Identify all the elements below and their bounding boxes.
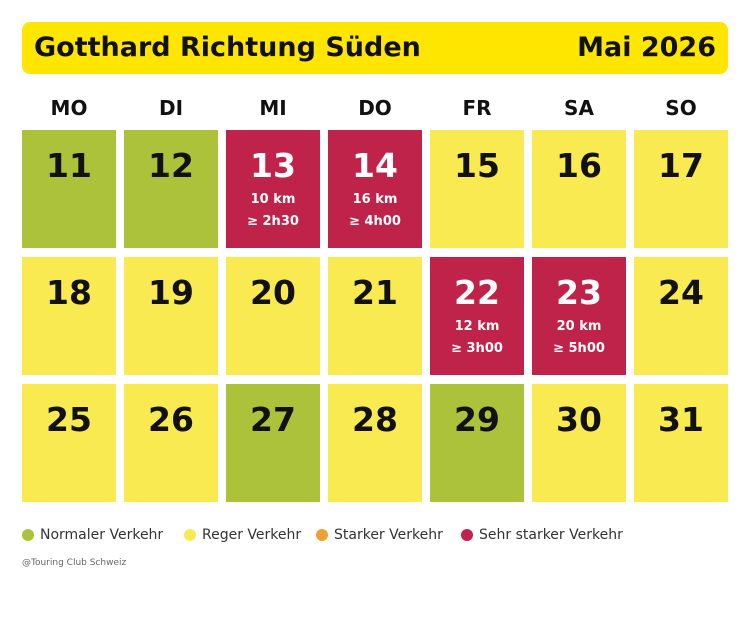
header: Gotthard Richtung Süden Mai 2026 — [22, 22, 728, 74]
day-number: 28 — [352, 400, 398, 439]
day-number: 19 — [148, 273, 194, 312]
weekday: MI — [259, 96, 287, 120]
day-number: 11 — [46, 146, 92, 185]
day-number: 12 — [148, 146, 194, 185]
credit: @Touring Club Schweiz — [22, 558, 127, 568]
day-number: 16 — [556, 146, 602, 185]
day-cell: 14 16 km ≥ 4h00 — [328, 130, 422, 248]
day-number: 26 — [148, 400, 194, 439]
day-cell: 27 — [226, 384, 320, 502]
month: Mai 2026 — [577, 32, 716, 63]
jam-length: 16 km — [352, 192, 398, 207]
day-number: 21 — [352, 273, 398, 312]
weekday: SA — [564, 96, 594, 120]
day-cell: 31 — [634, 384, 728, 502]
day-cell: 18 — [22, 257, 116, 375]
day-cell: 13 10 km ≥ 2h30 — [226, 130, 320, 248]
legend-label: Starker Verkehr — [334, 527, 443, 543]
legend-swatch — [22, 529, 34, 541]
day-cell: 30 — [532, 384, 626, 502]
day-number: 24 — [658, 273, 704, 312]
day-number: 17 — [658, 146, 704, 185]
day-cell: 24 — [634, 257, 728, 375]
day-cell: 11 — [22, 130, 116, 248]
day-number: 25 — [46, 400, 92, 439]
day-number: 23 — [556, 273, 602, 312]
day-cell: 25 — [22, 384, 116, 502]
day-cell: 19 — [124, 257, 218, 375]
day-number: 14 — [352, 146, 398, 185]
day-cell: 12 — [124, 130, 218, 248]
wait-time: ≥ 4h00 — [349, 214, 401, 229]
wait-time: ≥ 5h00 — [553, 341, 605, 356]
day-cell: 21 — [328, 257, 422, 375]
day-number: 18 — [46, 273, 92, 312]
day-number: 31 — [658, 400, 704, 439]
weekday: FR — [462, 96, 492, 120]
legend-label: Normaler Verkehr — [40, 527, 164, 543]
day-number: 27 — [250, 400, 296, 439]
day-number: 15 — [454, 146, 500, 185]
wait-time: ≥ 3h00 — [451, 341, 503, 356]
day-cell: 26 — [124, 384, 218, 502]
title: Gotthard Richtung Süden — [34, 32, 421, 63]
day-cell: 16 — [532, 130, 626, 248]
day-cell: 29 — [430, 384, 524, 502]
day-number: 30 — [556, 400, 602, 439]
day-number: 29 — [454, 400, 500, 439]
legend-swatch — [316, 529, 328, 541]
wait-time: ≥ 2h30 — [247, 214, 299, 229]
jam-length: 20 km — [556, 319, 602, 334]
day-cell: 20 — [226, 257, 320, 375]
legend-swatch — [184, 529, 196, 541]
day-cell: 23 20 km ≥ 5h00 — [532, 257, 626, 375]
legend-label: Sehr starker Verkehr — [479, 527, 623, 543]
day-cell: 28 — [328, 384, 422, 502]
weekday: SO — [665, 96, 697, 120]
weekday: DO — [358, 96, 392, 120]
day-cell: 17 — [634, 130, 728, 248]
weekday: DI — [158, 96, 184, 120]
weekday: MO — [50, 96, 88, 120]
day-number: 13 — [250, 146, 296, 185]
day-cell: 22 12 km ≥ 3h00 — [430, 257, 524, 375]
legend-swatch — [461, 529, 473, 541]
jam-length: 12 km — [454, 319, 500, 334]
day-number: 22 — [454, 273, 500, 312]
jam-length: 10 km — [250, 192, 296, 207]
legend-label: Reger Verkehr — [202, 527, 302, 543]
day-number: 20 — [250, 273, 296, 312]
day-cell: 15 — [430, 130, 524, 248]
